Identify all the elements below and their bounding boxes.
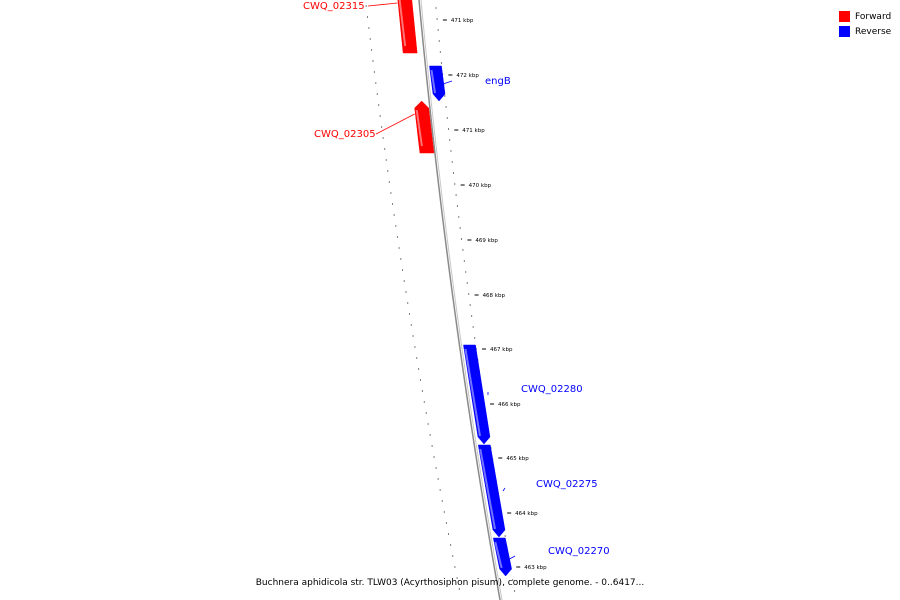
kbp-tick: 467 kbp — [482, 347, 513, 353]
gene-engB[interactable]: engB — [429, 65, 511, 102]
gene-label[interactable]: CWQ_02270 — [548, 546, 610, 557]
gene-arrow[interactable] — [477, 444, 506, 538]
kbp-tick-label: 470 kbp — [469, 183, 492, 189]
gene-label[interactable]: engB — [485, 76, 511, 87]
gene-leader-line — [509, 555, 516, 560]
sequence-caption: Buchnera aphidicola str. TLW03 (Acyrthos… — [255, 578, 645, 588]
gene-leader-line — [502, 487, 506, 492]
gene-label[interactable]: CWQ_02305 — [314, 129, 376, 140]
gene-highlight — [398, 0, 407, 47]
gene-leader-line — [375, 113, 415, 135]
backbone-line — [418, 0, 501, 600]
forward-swatch — [839, 11, 850, 22]
gene-highlight — [494, 541, 503, 569]
kbp-tick-label: 464 kbp — [515, 511, 538, 517]
gene-highlight — [415, 109, 423, 147]
gene-CWQ_02275[interactable]: CWQ_02275 — [477, 444, 598, 538]
kbp-tick: 463 kbp — [516, 565, 547, 571]
kbp-tick: 471 kbp — [454, 128, 485, 134]
gene-label[interactable]: CWQ_02315 — [303, 1, 365, 12]
kbp-tick-label: 466 kbp — [498, 402, 521, 408]
gene-arrow[interactable] — [414, 100, 435, 154]
kbp-tick-label: 463 kbp — [524, 565, 547, 571]
kbp-tick-label: 467 kbp — [490, 347, 513, 353]
gene-CWQ_02280[interactable]: CWQ_02280 — [463, 344, 583, 445]
gene-CWQ_02305[interactable]: CWQ_02305 — [314, 100, 435, 154]
kbp-tick: 472 kbp — [448, 73, 479, 79]
kbp-tick: 470 kbp — [460, 183, 492, 189]
gene-CWQ_02270[interactable]: CWQ_02270 — [493, 537, 610, 577]
kbp-tick: 469 kbp — [467, 238, 498, 244]
legend-item-forward: Forward — [839, 9, 891, 24]
reverse-swatch — [839, 26, 850, 37]
backbone-shadow — [420, 0, 503, 600]
kbp-tick: 466 kbp — [490, 402, 521, 408]
gene-highlight — [464, 348, 481, 437]
kbp-tick-label: 469 kbp — [475, 238, 498, 244]
legend-label-forward: Forward — [855, 11, 892, 22]
kbp-tick-label: 465 kbp — [506, 456, 529, 462]
legend-item-reverse: Reverse — [839, 24, 891, 39]
gene-label[interactable]: CWQ_02275 — [536, 479, 598, 490]
gene-highlight — [479, 448, 496, 530]
legend: Forward Reverse — [839, 9, 891, 39]
gene-arrow[interactable] — [397, 0, 418, 54]
gene-arrow[interactable] — [463, 344, 491, 445]
gene-arrow[interactable] — [429, 65, 446, 102]
gene-leader-line — [442, 80, 453, 85]
gene-arrow[interactable] — [493, 537, 512, 577]
kbp-tick-label: 471 kbp — [462, 128, 485, 134]
kbp-tick-label: 468 kbp — [483, 293, 506, 299]
legend-label-reverse: Reverse — [855, 26, 892, 37]
kbp-tick-label: 471 kbp — [451, 18, 474, 24]
kbp-tick-label: 472 kbp — [456, 73, 479, 79]
kbp-tick: 465 kbp — [498, 456, 529, 462]
kbp-tick: 471 kbp — [442, 18, 474, 24]
gene-CWQ_02315[interactable]: CWQ_02315 — [303, 0, 418, 54]
gene-highlight — [430, 69, 437, 94]
gene-leader-line — [367, 2, 398, 7]
gene-label[interactable]: CWQ_02280 — [521, 384, 583, 395]
kbp-tick: 468 kbp — [474, 293, 506, 299]
kbp-tick: 464 kbp — [507, 511, 538, 517]
